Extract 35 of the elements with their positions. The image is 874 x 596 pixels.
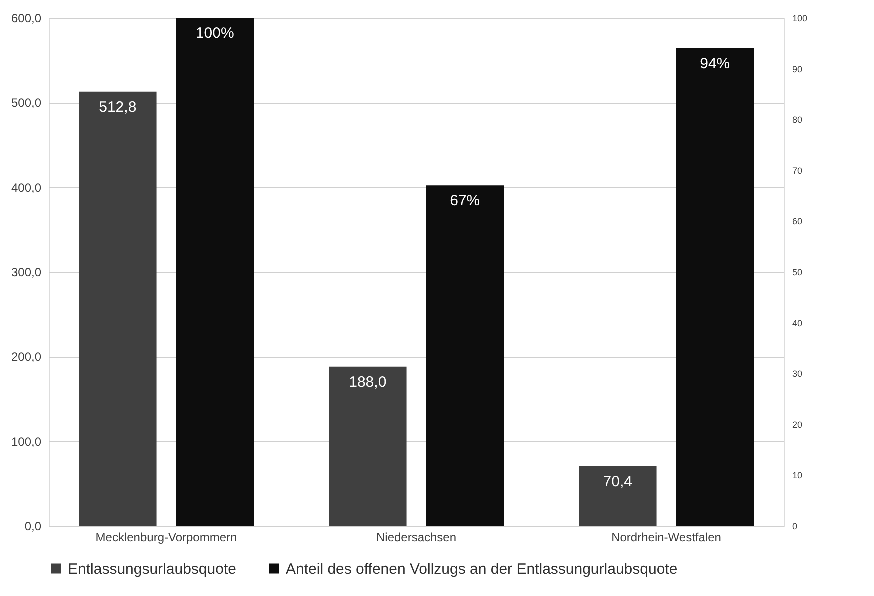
legend-label: Entlassungsurlaubsquote xyxy=(68,560,236,578)
data-label: 100% xyxy=(196,25,234,42)
bar xyxy=(79,92,157,526)
bar xyxy=(329,366,407,526)
x-tick-label: Nordrhein-Westfalen xyxy=(612,530,722,544)
y2-tick-label: 0 xyxy=(792,522,798,532)
bar xyxy=(676,48,754,526)
y2-tick-label: 100 xyxy=(792,14,808,24)
y-tick-label: 200,0 xyxy=(11,350,42,364)
y2-tick-label: 80 xyxy=(792,115,803,126)
y2-tick-label: 60 xyxy=(792,216,803,227)
y2-tick-label: 40 xyxy=(792,318,803,328)
data-label: 188,0 xyxy=(349,374,387,391)
x-tick-label: Niedersachsen xyxy=(376,530,457,544)
data-label: 94% xyxy=(700,55,730,72)
bar xyxy=(579,466,657,526)
y-tick-label: 0,0 xyxy=(24,520,42,534)
bar xyxy=(426,186,504,526)
y-tick-label: 600,0 xyxy=(11,12,42,26)
bar xyxy=(176,18,254,526)
data-label: 512,8 xyxy=(99,98,137,116)
y-tick-label: 300,0 xyxy=(11,266,42,280)
y2-tick-label: 50 xyxy=(792,268,803,278)
legend-label: Anteil des offenen Vollzugs an der Entlassungurlaubsquote xyxy=(286,560,678,578)
y2-tick-label: 20 xyxy=(792,420,803,430)
y-tick-label: 400,0 xyxy=(11,180,42,195)
y2-tick-label: 90 xyxy=(792,64,803,74)
y-tick-label: 100,0 xyxy=(11,434,42,449)
y2-tick-label: 10 xyxy=(792,470,803,481)
data-label: 70,4 xyxy=(603,473,632,490)
y-tick-label: 500,0 xyxy=(11,96,42,110)
y2-tick-label: 70 xyxy=(792,166,803,176)
data-label: 67% xyxy=(450,192,480,210)
y2-tick-label: 30 xyxy=(792,369,803,380)
x-tick-label: Mecklenburg-Vorpommern xyxy=(96,530,238,544)
